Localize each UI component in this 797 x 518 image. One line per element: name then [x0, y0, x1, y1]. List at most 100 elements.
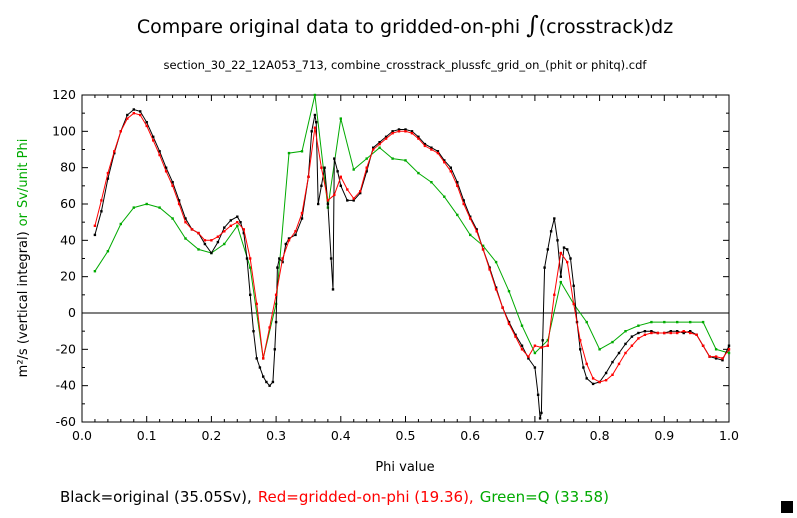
- y-axis-label-main: m²/s (vertical integral): [16, 231, 31, 377]
- series-red-point: [255, 302, 258, 306]
- x-axis-label: Phi value: [375, 460, 434, 475]
- series-black-point: [423, 142, 427, 146]
- x-tick-label: 0.6: [460, 428, 480, 443]
- series-black-point: [273, 348, 276, 351]
- chart-title: Compare original data to gridded-on-phi ∫…: [137, 11, 673, 39]
- series-red-point: [164, 170, 168, 173]
- series-red-point: [158, 153, 161, 157]
- series-red-point: [139, 113, 142, 117]
- series-red-point: [216, 235, 220, 238]
- series-green-point: [404, 159, 407, 162]
- series-black-point: [410, 130, 414, 133]
- series-red-point: [546, 344, 549, 347]
- x-tick-label: 0.7: [525, 428, 545, 443]
- series-red-point: [365, 166, 368, 169]
- series-black-point: [540, 411, 543, 415]
- series-black-point: [475, 228, 478, 231]
- series-red-point: [585, 362, 588, 366]
- series-black-point: [469, 215, 472, 218]
- series-red-point: [501, 306, 504, 309]
- series-red-point: [494, 288, 498, 291]
- series-black-point: [113, 151, 116, 155]
- series-red-point: [262, 357, 265, 360]
- series-green-point: [533, 351, 537, 355]
- series-red-point: [507, 322, 511, 326]
- series-black-line: [94, 108, 730, 419]
- series-black-point: [262, 375, 265, 378]
- series-black-point: [604, 371, 608, 375]
- series-green-point: [559, 280, 562, 284]
- series-red-point: [676, 331, 679, 335]
- series-red-point: [145, 124, 148, 128]
- series-black-point: [339, 184, 342, 187]
- series-black-point: [556, 239, 559, 242]
- series-red-point: [113, 150, 116, 153]
- series-red-point: [701, 344, 705, 347]
- series-red-point: [404, 130, 407, 133]
- series-red-point: [268, 326, 271, 329]
- series-black-point: [591, 382, 595, 386]
- series-red-point: [313, 126, 317, 129]
- series-black-point: [572, 284, 575, 287]
- series-black-point: [313, 113, 317, 117]
- series-green-point: [378, 146, 381, 149]
- series-black-point: [566, 248, 569, 251]
- series-black-point: [320, 184, 323, 187]
- series-black-point: [152, 135, 155, 138]
- series-black-point: [274, 320, 278, 324]
- series-red-point: [346, 188, 349, 191]
- series-green-point: [443, 195, 446, 198]
- legend-red: Red=gridded-on-phi (19.36),: [258, 488, 474, 506]
- series-green-point: [481, 244, 485, 247]
- series-black-point: [643, 330, 647, 333]
- series-green-point: [546, 339, 549, 342]
- series-red-point: [397, 130, 401, 133]
- series-red-point: [436, 151, 440, 155]
- series-black-point: [365, 170, 368, 173]
- series-green-point: [171, 217, 174, 220]
- series-green-point: [701, 320, 705, 324]
- series-black-point: [384, 135, 388, 138]
- series-red-point: [372, 148, 375, 151]
- y-tick-label: 60: [60, 196, 76, 211]
- y-axis-label-green: Sv/unit Phi: [16, 139, 31, 208]
- series-black-point: [184, 217, 187, 220]
- series-red-point: [604, 379, 608, 382]
- series-red-point: [579, 339, 582, 342]
- series-red-point: [281, 257, 284, 260]
- series-red-point: [695, 333, 698, 336]
- x-tick-label: 0.0: [72, 428, 92, 443]
- series-black-point: [462, 199, 465, 202]
- series-black-point: [546, 248, 549, 251]
- series-black-point: [284, 242, 287, 246]
- series-red-point: [443, 161, 446, 164]
- series-red-point: [682, 330, 685, 333]
- series-red-point: [423, 144, 427, 148]
- series-red-point: [339, 175, 342, 178]
- series-black-point: [559, 275, 562, 278]
- series-black-point: [276, 266, 279, 269]
- series-black-point: [582, 366, 585, 369]
- series-green-point: [119, 222, 122, 226]
- series-black-point: [611, 360, 614, 364]
- series-red-point: [177, 202, 181, 206]
- x-tick-label: 0.5: [396, 428, 416, 443]
- series-red-point: [236, 221, 239, 224]
- series-black-point: [132, 108, 135, 111]
- y-tick-label: 120: [52, 87, 76, 102]
- legend: Black=original (35.05Sv), Red=gridded-on-…: [60, 488, 609, 506]
- series-black-point: [252, 330, 255, 333]
- series-black-point: [359, 191, 362, 195]
- series-red-point: [656, 331, 659, 335]
- series-black-point: [271, 380, 275, 384]
- series-green-point: [417, 171, 420, 175]
- series-red-point: [456, 184, 459, 187]
- series-black-point: [245, 257, 249, 260]
- series-red-point: [566, 260, 569, 264]
- series-black-point: [650, 330, 653, 333]
- x-tick-label: 0.4: [331, 428, 351, 443]
- series-green-line: [94, 94, 730, 359]
- series-black-point: [171, 181, 174, 184]
- series-red-point: [249, 257, 252, 260]
- series-black-point: [689, 330, 692, 333]
